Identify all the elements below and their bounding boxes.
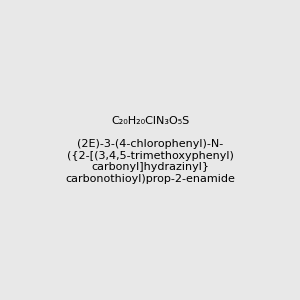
Text: C₂₀H₂₀ClN₃O₅S

(2E)-3-(4-chlorophenyl)-N-
({2-[(3,4,5-trimethoxyphenyl)
carbonyl: C₂₀H₂₀ClN₃O₅S (2E)-3-(4-chlorophenyl)-N-… bbox=[65, 116, 235, 184]
